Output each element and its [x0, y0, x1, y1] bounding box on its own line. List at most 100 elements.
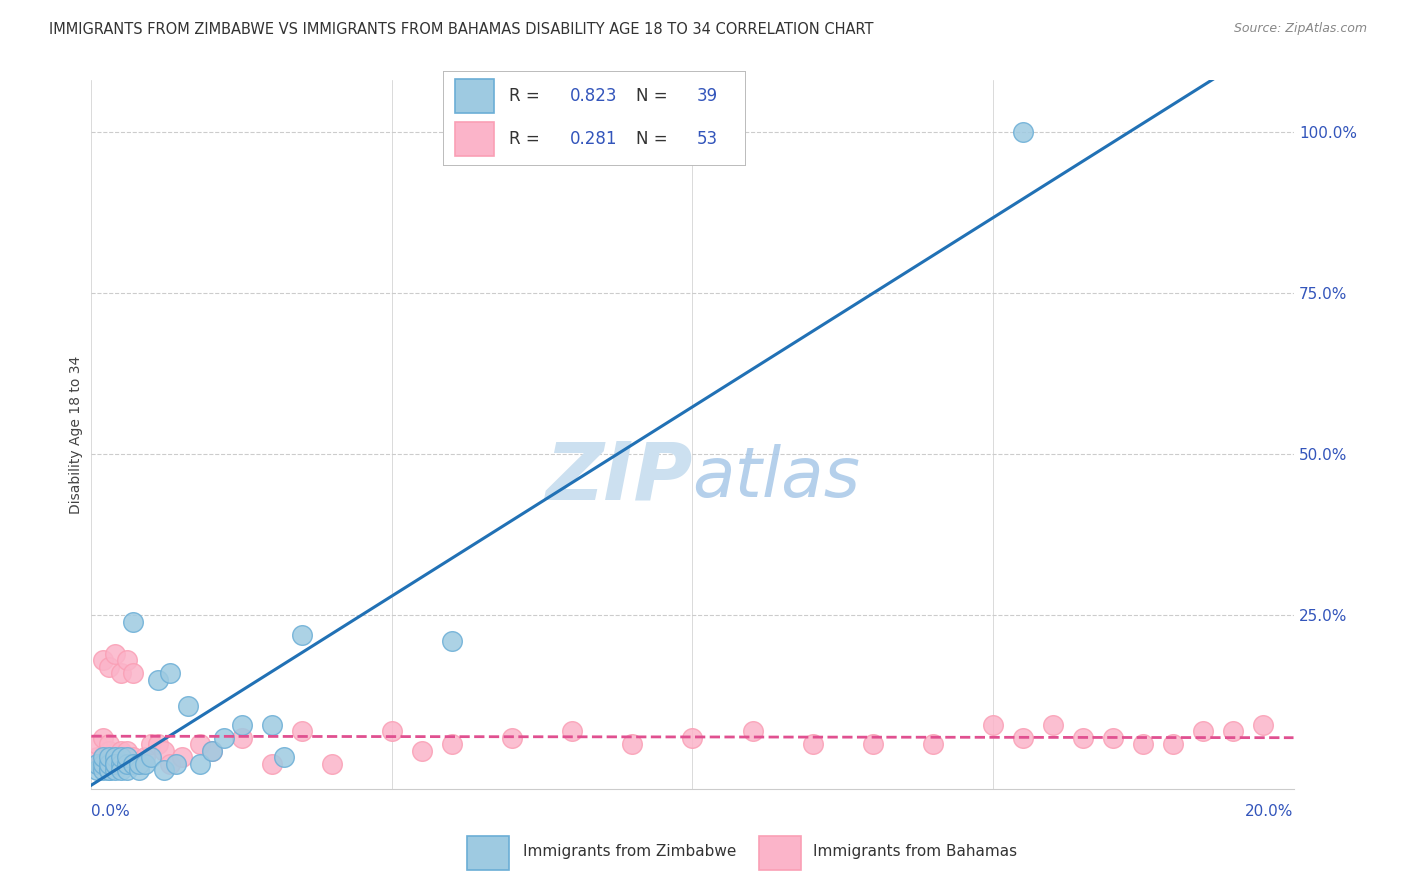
- Point: [1222, 724, 1244, 739]
- Point: [231, 731, 253, 745]
- Text: 53: 53: [697, 130, 718, 148]
- Point: [128, 756, 150, 771]
- Point: [440, 737, 463, 751]
- Bar: [759, 837, 801, 870]
- Point: [1042, 718, 1064, 732]
- Point: [801, 737, 824, 751]
- Point: [117, 653, 139, 667]
- Point: [104, 750, 127, 764]
- Point: [981, 718, 1004, 732]
- Text: 0.281: 0.281: [569, 130, 617, 148]
- Point: [98, 744, 121, 758]
- Point: [117, 763, 139, 777]
- Point: [291, 724, 314, 739]
- Text: ZIP: ZIP: [546, 438, 692, 516]
- Point: [86, 737, 108, 751]
- Text: N =: N =: [637, 87, 673, 104]
- Point: [231, 718, 253, 732]
- Point: [212, 731, 235, 745]
- Point: [110, 744, 132, 758]
- Point: [128, 763, 150, 777]
- Text: Immigrants from Bahamas: Immigrants from Bahamas: [813, 845, 1017, 859]
- Point: [188, 756, 211, 771]
- Point: [1012, 125, 1035, 139]
- Point: [104, 756, 127, 771]
- Point: [152, 763, 174, 777]
- Point: [411, 744, 433, 758]
- Point: [141, 750, 163, 764]
- Point: [1102, 731, 1125, 745]
- Point: [117, 744, 139, 758]
- Point: [152, 744, 174, 758]
- Point: [1012, 731, 1035, 745]
- Text: R =: R =: [509, 130, 546, 148]
- Point: [146, 673, 169, 687]
- Point: [117, 756, 139, 771]
- Text: 0.0%: 0.0%: [91, 805, 131, 819]
- Point: [117, 750, 139, 764]
- Point: [1161, 737, 1184, 751]
- Point: [1192, 724, 1215, 739]
- Point: [93, 731, 115, 745]
- Text: 20.0%: 20.0%: [1246, 805, 1294, 819]
- Point: [165, 756, 187, 771]
- Point: [501, 731, 523, 745]
- Text: N =: N =: [637, 130, 673, 148]
- Point: [110, 666, 132, 681]
- Point: [141, 737, 163, 751]
- Point: [681, 731, 703, 745]
- Point: [98, 737, 121, 751]
- Point: [104, 750, 127, 764]
- Text: Immigrants from Zimbabwe: Immigrants from Zimbabwe: [523, 845, 737, 859]
- Point: [98, 756, 121, 771]
- Point: [98, 763, 121, 777]
- Point: [104, 763, 127, 777]
- Point: [201, 744, 224, 758]
- Point: [381, 724, 404, 739]
- Point: [273, 750, 295, 764]
- Point: [146, 737, 169, 751]
- Point: [128, 756, 150, 771]
- Point: [86, 756, 108, 771]
- Point: [134, 756, 156, 771]
- Text: 0.823: 0.823: [569, 87, 617, 104]
- Point: [86, 763, 108, 777]
- Point: [170, 750, 193, 764]
- Point: [291, 628, 314, 642]
- Point: [104, 756, 127, 771]
- Point: [110, 763, 132, 777]
- Point: [98, 756, 121, 771]
- Point: [922, 737, 945, 751]
- Point: [98, 750, 121, 764]
- Point: [440, 634, 463, 648]
- Text: IMMIGRANTS FROM ZIMBABWE VS IMMIGRANTS FROM BAHAMAS DISABILITY AGE 18 TO 34 CORR: IMMIGRANTS FROM ZIMBABWE VS IMMIGRANTS F…: [49, 22, 873, 37]
- Point: [93, 763, 115, 777]
- Point: [110, 756, 132, 771]
- Point: [188, 737, 211, 751]
- Point: [93, 750, 115, 764]
- Text: R =: R =: [509, 87, 546, 104]
- Text: Source: ZipAtlas.com: Source: ZipAtlas.com: [1233, 22, 1367, 36]
- Point: [201, 744, 224, 758]
- Point: [862, 737, 884, 751]
- Point: [122, 615, 145, 629]
- Point: [86, 756, 108, 771]
- Point: [321, 756, 343, 771]
- Point: [98, 660, 121, 674]
- Point: [98, 763, 121, 777]
- Point: [176, 698, 198, 713]
- Point: [110, 750, 132, 764]
- Bar: [456, 122, 495, 156]
- Point: [93, 653, 115, 667]
- Point: [104, 647, 127, 661]
- Bar: [467, 837, 509, 870]
- Text: 39: 39: [697, 87, 718, 104]
- Point: [1132, 737, 1154, 751]
- Point: [159, 756, 181, 771]
- Point: [110, 756, 132, 771]
- Point: [93, 750, 115, 764]
- Point: [1071, 731, 1094, 745]
- Point: [561, 724, 583, 739]
- Point: [93, 756, 115, 771]
- Point: [122, 666, 145, 681]
